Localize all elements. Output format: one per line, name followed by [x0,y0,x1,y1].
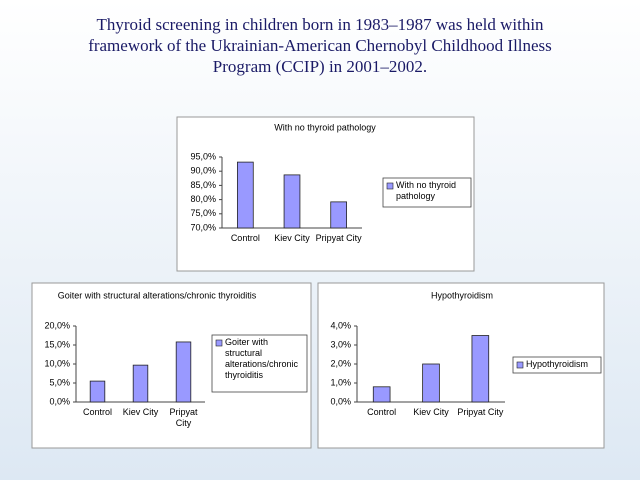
y-tick-label: 70,0% [190,222,216,232]
x-tick-label: Control [230,233,260,243]
x-tick-label-box: Control [230,233,260,243]
legend-frame [512,356,602,374]
x-tick-label: Kiev City [122,407,159,417]
chart-title: With no thyroid pathology [274,122,376,132]
x-tick-label-box: Control [367,407,397,417]
x-tick-label: Pripyat City [315,233,362,243]
x-tick-label: Pripyat City [457,407,504,417]
bar [89,380,106,403]
y-tick-label: 20,0% [44,320,70,330]
bar [132,364,149,403]
x-tick-label: Kiev City [274,233,310,243]
legend-swatch [516,361,524,369]
x-tick-label: Kiev City [413,407,449,417]
x-tick-label-box: Kiev City [413,407,449,417]
chart-title: Goiter with structural alterations/chron… [58,290,257,300]
slide-title: Thyroid screening in children born in 19… [88,15,552,76]
y-tick-label: 3,0% [330,339,351,349]
bar [283,174,301,229]
legend-label-box: Goiter with structural alterations/chron… [225,337,299,380]
x-tick-label-box: Pripyat City [315,233,362,243]
x-tick-label: Control [82,407,112,417]
legend-swatch [215,339,223,347]
y-tick-label: 0,0% [330,396,351,406]
legend-frame [382,177,472,208]
legend-label: With no thyroid pathology [396,180,457,201]
y-tick-label: 80,0% [190,194,216,204]
bar [175,341,192,403]
x-tick-label: Control [367,407,397,417]
chart-title: Hypothyroidism [431,290,493,300]
y-tick-label: 75,0% [190,208,216,218]
x-tick-label: Pripyat City [169,407,198,428]
legend-label-box: Hypothyroidism [526,359,589,369]
y-tick-label: 5,0% [49,377,70,387]
legend-label: Hypothyroidism [526,359,589,369]
y-tick-label: 85,0% [190,180,216,190]
y-tick-label: 15,0% [44,339,70,349]
x-tick-label-box: Pripyat City [457,407,504,417]
y-tick-label: 95,0% [190,151,216,161]
y-tick-label: 0,0% [49,396,70,406]
bar [422,363,440,403]
x-tick-label-box: Kiev City [274,233,310,243]
y-tick-label: 10,0% [44,358,70,368]
bar [330,201,348,229]
y-tick-label: 2,0% [330,358,351,368]
bar [471,335,490,403]
y-tick-label: 1,0% [330,377,351,387]
legend-label-box: With no thyroid pathology [396,180,457,201]
legend-frame [211,334,308,393]
bar [236,161,254,229]
y-tick-label: 4,0% [330,320,351,330]
x-tick-label-box: Kiev City [122,407,159,417]
x-tick-label-box: Control [82,407,112,417]
x-tick-label-box: Pripyat City [169,407,198,428]
legend-label: Goiter with structural alterations/chron… [225,337,299,380]
legend-swatch [386,182,394,190]
y-tick-label: 90,0% [190,166,216,176]
bar [372,386,391,403]
